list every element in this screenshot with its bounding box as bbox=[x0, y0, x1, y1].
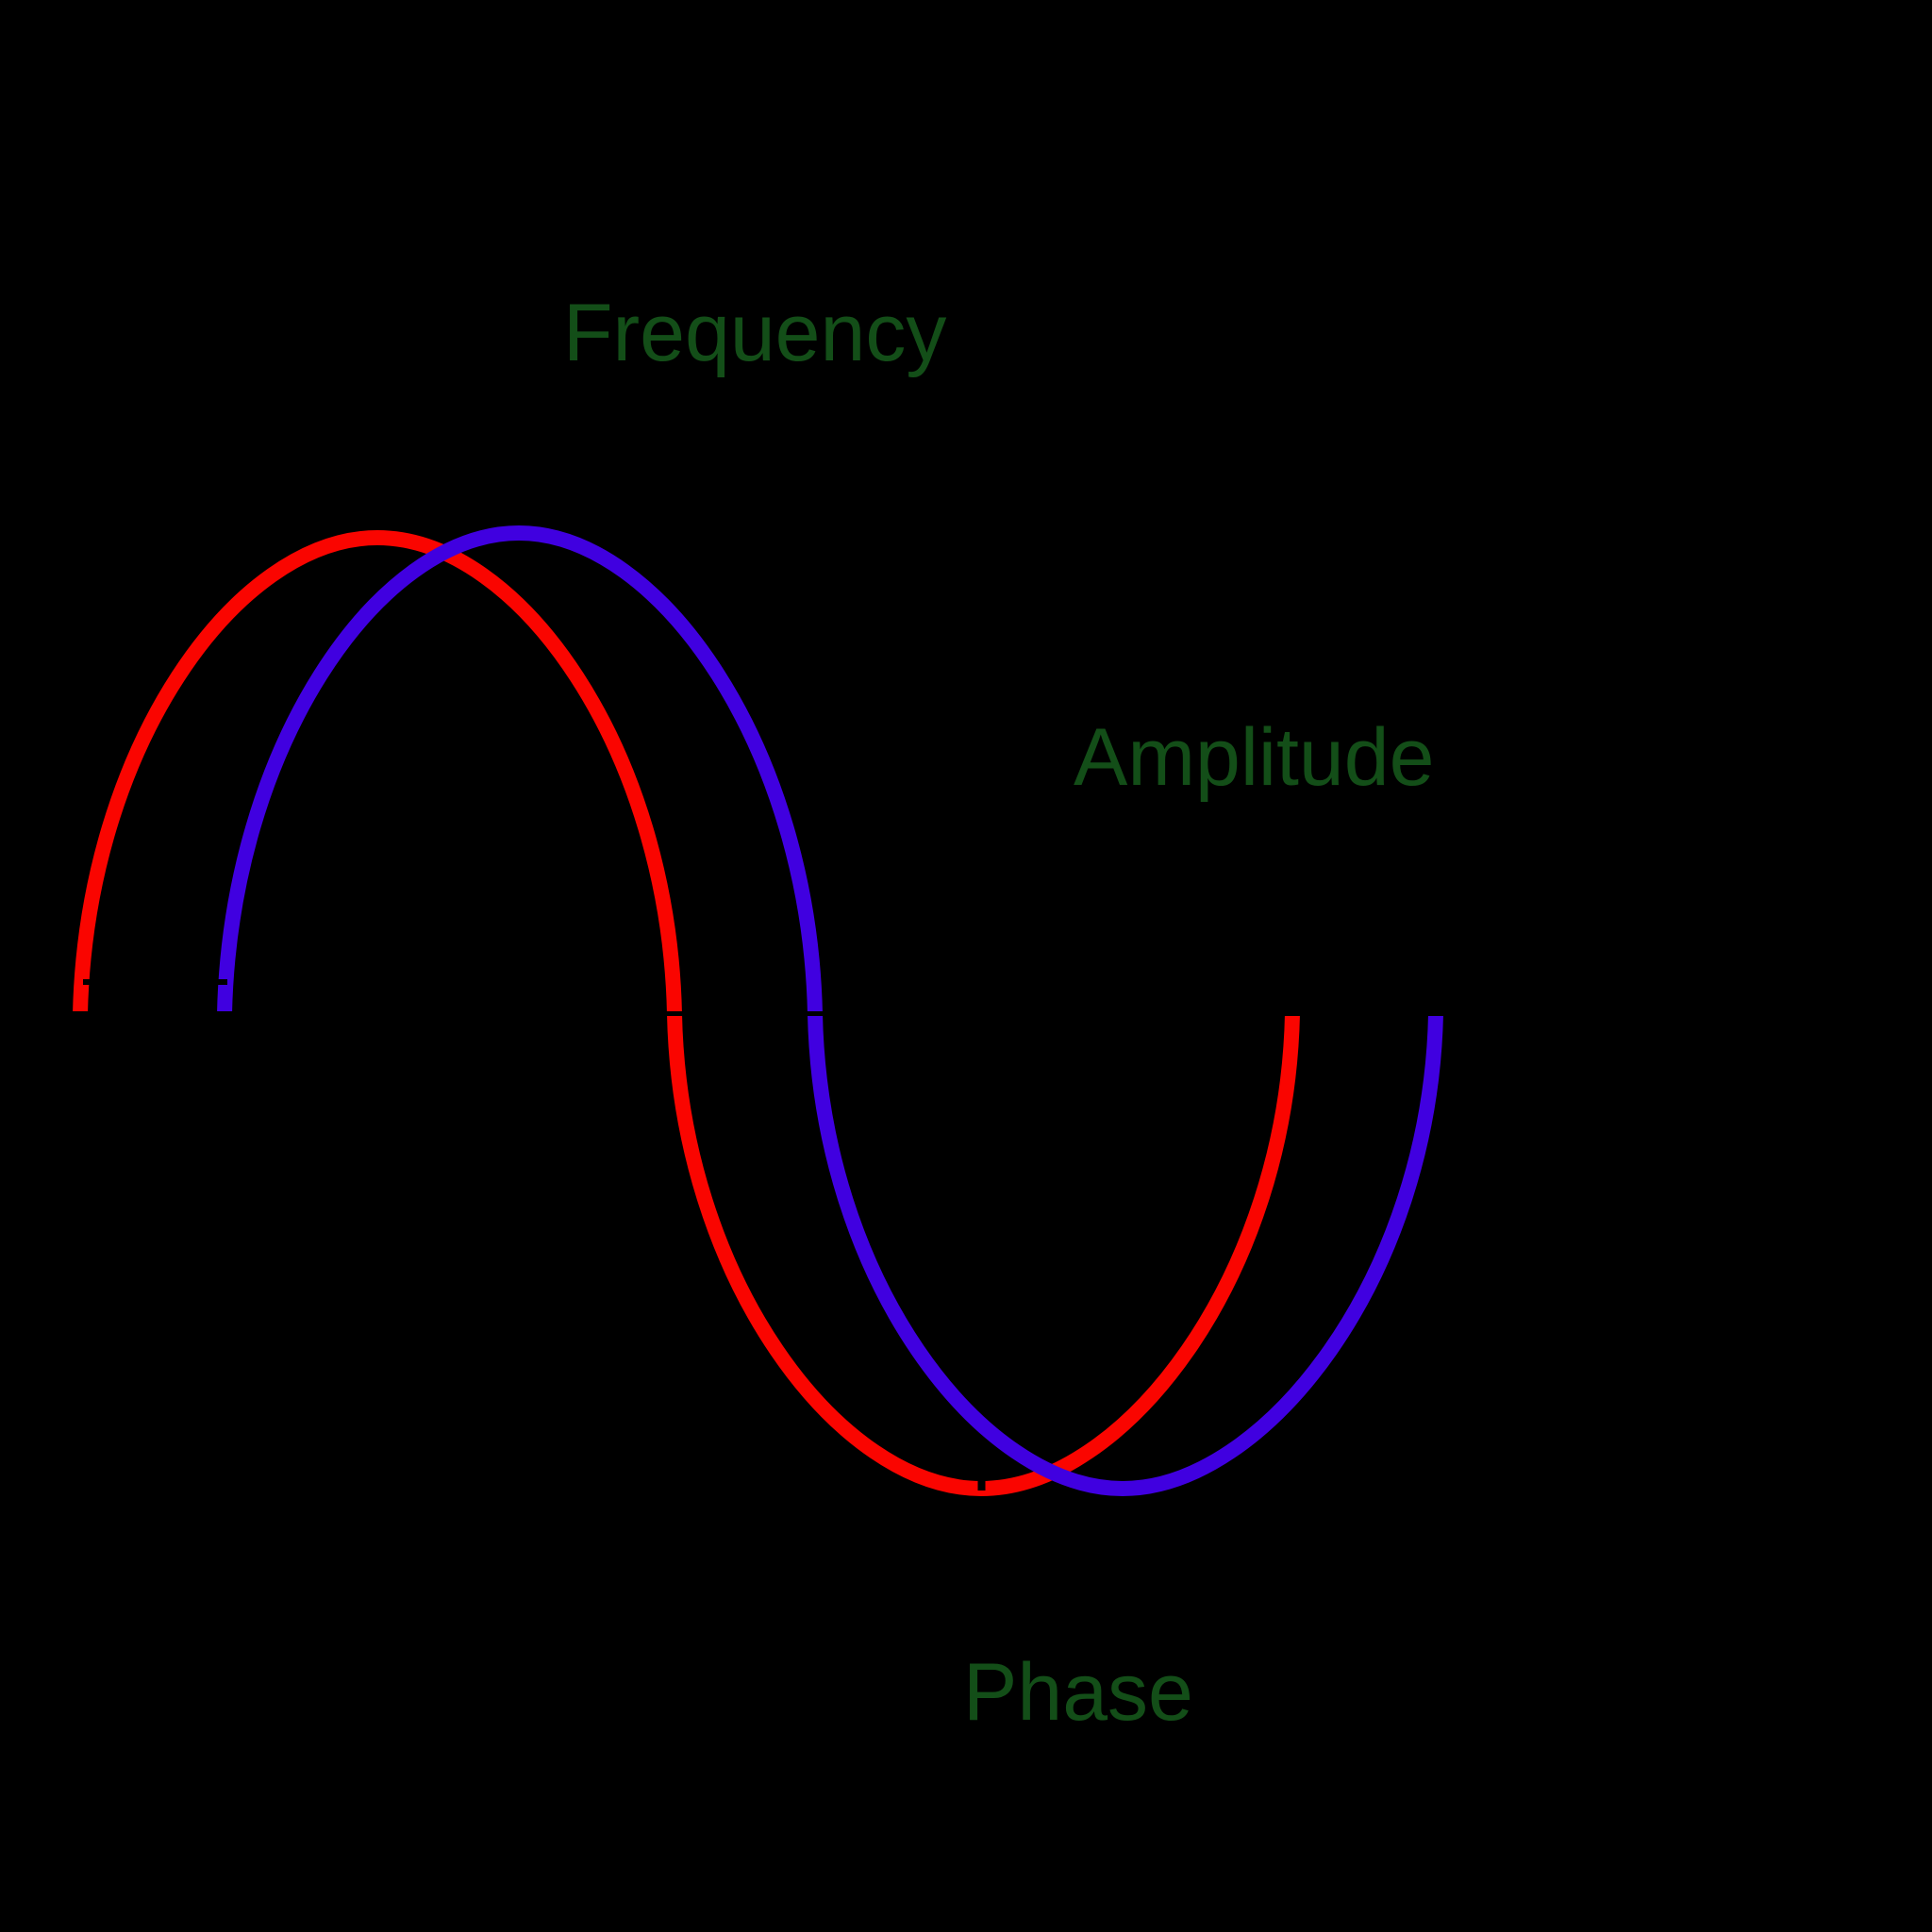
frequency-label: Frequency bbox=[563, 288, 946, 378]
labels-group: Frequency Amplitude Phase bbox=[563, 288, 1434, 1738]
amplitude-label: Amplitude bbox=[1074, 712, 1434, 803]
lagging-sine-wave bbox=[217, 525, 1443, 1497]
phase-label: Phase bbox=[963, 1647, 1193, 1738]
hidden-axis-group bbox=[57, 979, 1472, 1491]
sine-curves-group bbox=[73, 525, 1443, 1497]
